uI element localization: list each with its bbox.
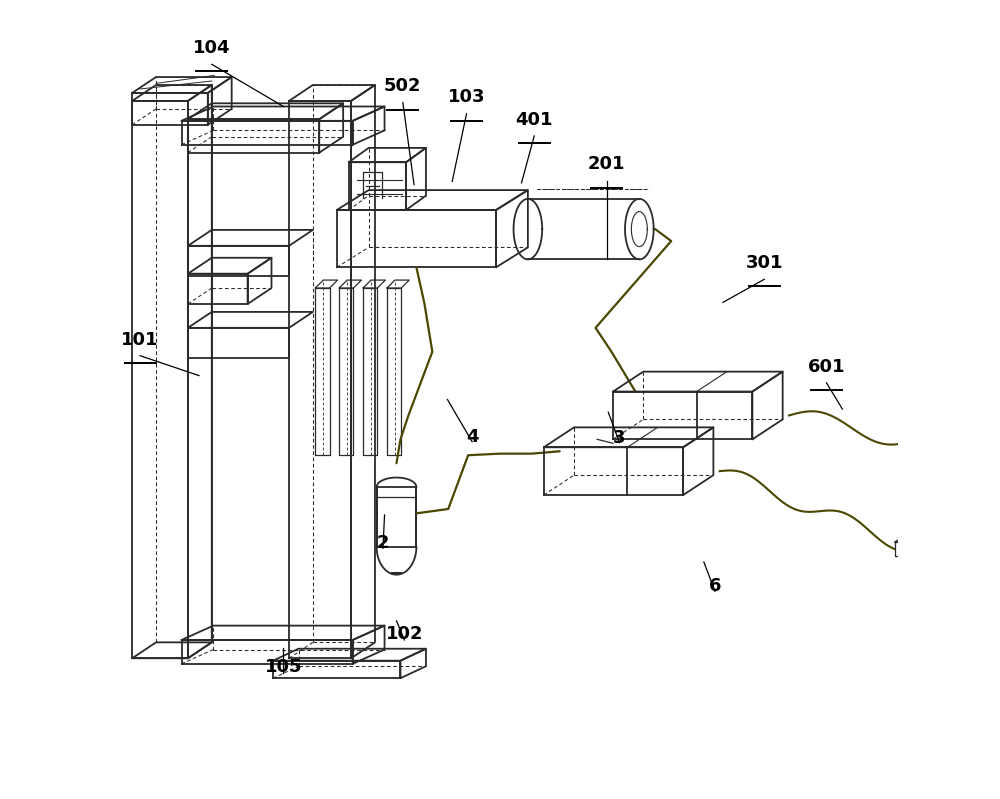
Text: 601: 601: [808, 358, 845, 376]
Text: 103: 103: [448, 89, 485, 106]
Text: 104: 104: [193, 39, 231, 57]
Text: 101: 101: [121, 331, 159, 348]
Text: 6: 6: [709, 577, 721, 594]
Text: 105: 105: [265, 658, 302, 676]
Text: 4: 4: [466, 428, 478, 446]
Text: 502: 502: [384, 78, 422, 95]
Text: 301: 301: [746, 254, 783, 272]
Text: 401: 401: [515, 111, 553, 129]
Text: 3: 3: [613, 429, 626, 447]
Text: 2: 2: [377, 534, 389, 552]
Text: 201: 201: [588, 155, 625, 173]
Text: 102: 102: [386, 626, 423, 643]
